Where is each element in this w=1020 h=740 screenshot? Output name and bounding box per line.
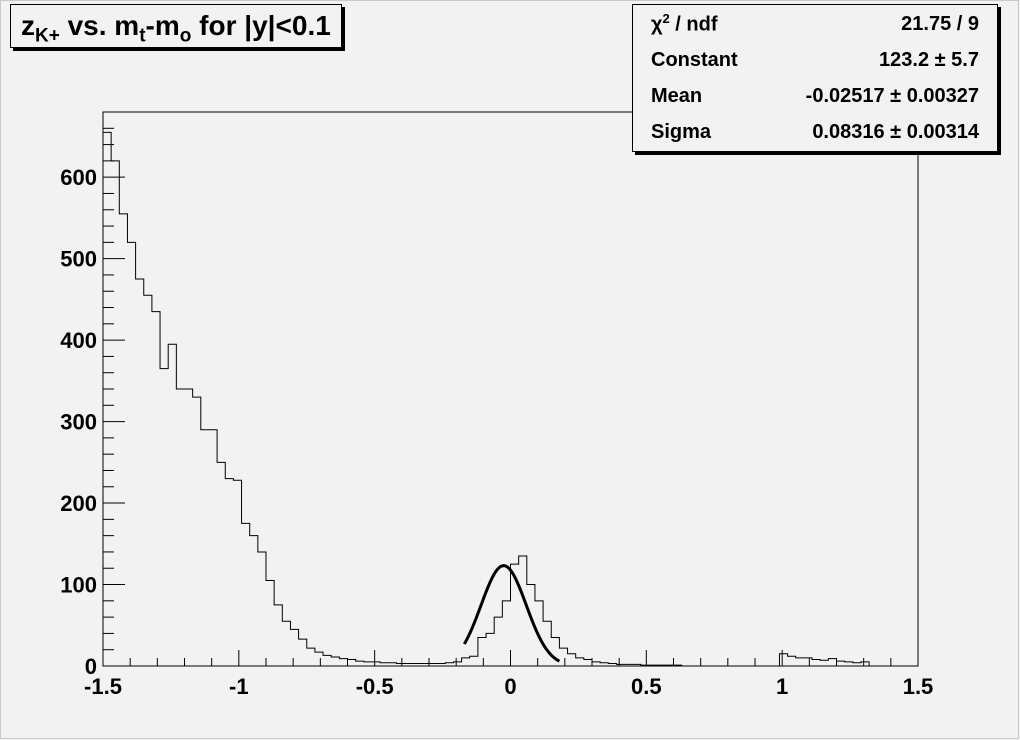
mean-label: Mean — [651, 84, 703, 107]
title-sub-t: t — [139, 25, 146, 47]
stats-row-mean: Mean -0.02517 ± 0.00327 — [651, 79, 979, 113]
title-z: z — [21, 10, 35, 41]
axes-layer: -1.5 -1 -0.5 0 0.5 1 1.5 0 100 200 300 400 500 600 — [60, 111, 934, 699]
y-tick-label: 300 — [60, 410, 97, 435]
x-tick-label: 1 — [776, 674, 788, 699]
x-tick-label: 0 — [504, 674, 516, 699]
chi2-sup: 2 — [662, 11, 670, 27]
y-tick-label: 200 — [60, 491, 97, 516]
chi2-ndf: / ndf — [669, 13, 718, 36]
x-tick-label: 0.5 — [631, 674, 662, 699]
title-vs-m: vs. m — [59, 10, 140, 41]
fit-layer — [463, 564, 561, 663]
stats-row-constant: Constant 123.2 ± 5.7 — [651, 43, 979, 77]
chart-title: zK+ vs. mt-mo for |y|<0.1 — [10, 4, 342, 48]
x-tick-label: -1 — [229, 674, 249, 699]
title-sub-o: o — [179, 25, 192, 47]
title-dash-m: -m — [145, 10, 180, 41]
y-tick-label: 600 — [60, 165, 97, 190]
x-tick-label: -0.5 — [356, 674, 394, 699]
mean-value: -0.02517 ± 0.00327 — [805, 84, 979, 107]
title-rest: for |y|<0.1 — [191, 10, 331, 41]
x-tick-label: -1.5 — [84, 674, 122, 699]
fit-stats-box: χ2 / ndf 21.75 / 9 Constant 123.2 ± 5.7 … — [632, 4, 998, 152]
constant-value: 123.2 ± 5.7 — [879, 48, 979, 71]
y-tick-label: 0 — [85, 654, 97, 679]
stats-row-chi2: χ2 / ndf 21.75 / 9 — [651, 7, 979, 41]
chi2-symbol: χ — [651, 13, 663, 36]
gaussian-fit-curve — [463, 564, 561, 663]
chi2-label: χ2 / ndf — [651, 11, 718, 37]
chi2-value: 21.75 / 9 — [901, 12, 979, 35]
stats-row-sigma: Sigma 0.08316 ± 0.00314 — [651, 115, 979, 149]
x-tick-label: 1.5 — [903, 674, 934, 699]
sigma-label: Sigma — [651, 120, 712, 143]
title-sub-k: K+ — [35, 25, 60, 47]
y-tick-label: 500 — [60, 247, 97, 272]
y-tick-label: 100 — [60, 573, 97, 598]
y-tick-label: 400 — [60, 328, 97, 353]
constant-label: Constant — [651, 48, 738, 71]
sigma-value: 0.08316 ± 0.00314 — [812, 120, 979, 143]
